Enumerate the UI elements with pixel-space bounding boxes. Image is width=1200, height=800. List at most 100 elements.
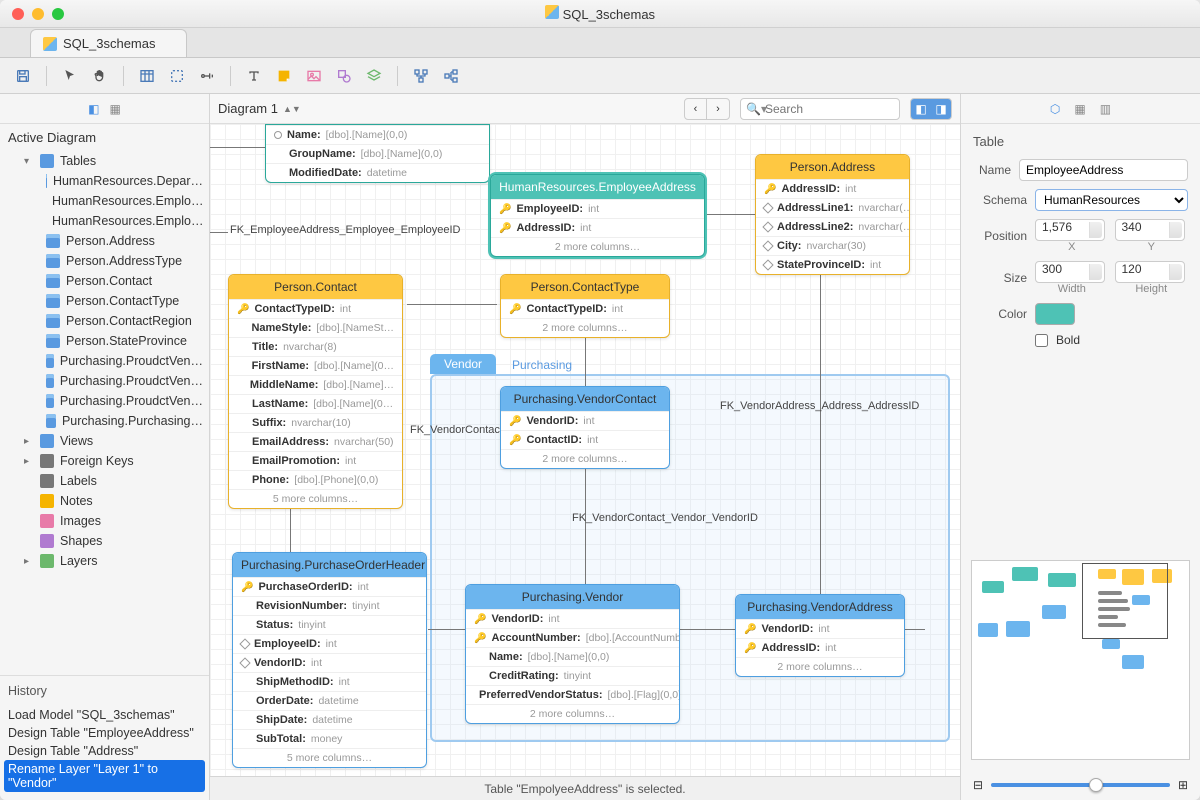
diagram-canvas[interactable]: VendorPurchasingFK_EmployeeAddress_Emplo…: [210, 124, 960, 776]
tree-item-table[interactable]: HumanResources.Depar…: [0, 171, 209, 191]
relation-icon[interactable]: [194, 63, 220, 89]
minimap-viewport[interactable]: [1082, 563, 1168, 639]
entity-column[interactable]: VendorID: int: [233, 653, 426, 672]
tree-item-foreign-keys[interactable]: ▸Foreign Keys: [0, 451, 209, 471]
entity-column[interactable]: CreditRating: tinyint: [466, 666, 679, 685]
save-icon[interactable]: [10, 63, 36, 89]
entity-column[interactable]: 🔑AddressID: int: [756, 179, 909, 198]
tree-item-layers[interactable]: ▸Layers: [0, 551, 209, 571]
region-icon[interactable]: [164, 63, 190, 89]
right-panel-toggle[interactable]: ◨: [931, 99, 951, 119]
shape-icon[interactable]: [331, 63, 357, 89]
entity-more[interactable]: 2 more columns…: [466, 704, 679, 723]
entity-column[interactable]: 🔑ContactTypeID: int: [501, 299, 669, 318]
entity-addr[interactable]: Person.Address🔑AddressID: intAddressLine…: [755, 154, 910, 275]
entity-column[interactable]: GroupName: [dbo].[Name](0,0): [266, 144, 489, 163]
entity-column[interactable]: OrderDate: datetime: [233, 691, 426, 710]
entity-poheader[interactable]: Purchasing.PurchaseOrderHeader🔑PurchaseO…: [232, 552, 427, 768]
note-icon[interactable]: [271, 63, 297, 89]
tree-item-table[interactable]: Purchasing.Purchasing…: [0, 411, 209, 431]
entity-column[interactable]: EmployeeID: int: [233, 634, 426, 653]
schema-select[interactable]: HumanResources: [1035, 189, 1188, 211]
tree-item-table[interactable]: Person.Contact: [0, 271, 209, 291]
history-item[interactable]: Load Model "SQL_3schemas": [8, 706, 201, 724]
entity-column[interactable]: MiddleName: [dbo].[Name]…: [229, 375, 402, 394]
entity-column[interactable]: PreferredVendorStatus: [dbo].[Flag](0,0): [466, 685, 679, 704]
entity-column[interactable]: Suffix: nvarchar(10): [229, 413, 402, 432]
tree-item-shapes[interactable]: Shapes: [0, 531, 209, 551]
size-w-input[interactable]: 300: [1035, 261, 1105, 283]
zoom-slider[interactable]: [991, 783, 1170, 787]
history-item[interactable]: Design Table "EmployeeAddress": [8, 724, 201, 742]
entity-column[interactable]: City: nvarchar(30): [756, 236, 909, 255]
entity-column[interactable]: 🔑AccountNumber: [dbo].[AccountNumber]…: [466, 628, 679, 647]
inspector-tab-layout-icon[interactable]: ▥: [1100, 102, 1111, 116]
tree-item-table[interactable]: Person.ContactType: [0, 291, 209, 311]
tree-item-table[interactable]: Purchasing.ProudctVen…: [0, 371, 209, 391]
entity-column[interactable]: 🔑VendorID: int: [466, 609, 679, 628]
entity-column[interactable]: 🔑AddressID: int: [491, 218, 704, 237]
size-h-input[interactable]: 120: [1115, 261, 1185, 283]
diagram-selector[interactable]: Diagram 1 ▲▼: [218, 101, 301, 116]
pointer-icon[interactable]: [57, 63, 83, 89]
entity-more[interactable]: 2 more columns…: [501, 318, 669, 337]
inspector-tab-style-icon[interactable]: ▦: [1074, 102, 1085, 116]
entity-column[interactable]: EmailAddress: nvarchar(50): [229, 432, 402, 451]
entity-vcontact[interactable]: Purchasing.VendorContact🔑VendorID: int🔑C…: [500, 386, 670, 469]
tree-item-table[interactable]: Person.StateProvince: [0, 331, 209, 351]
inspector-tab-object-icon[interactable]: ⬡: [1050, 102, 1060, 116]
sidebar-tab-model-icon[interactable]: ▦: [110, 102, 121, 116]
tree-item-views[interactable]: ▸Views: [0, 431, 209, 451]
entity-vaddr[interactable]: Purchasing.VendorAddress🔑VendorID: int🔑A…: [735, 594, 905, 677]
entity-column[interactable]: 🔑AddressID: int: [736, 638, 904, 657]
tree-item-notes[interactable]: Notes: [0, 491, 209, 511]
tree-item-labels[interactable]: Labels: [0, 471, 209, 491]
zoom-out-icon[interactable]: ⊟: [973, 778, 983, 792]
entity-column[interactable]: 🔑EmployeeID: int: [491, 199, 704, 218]
sidebar-tab-diagram-icon[interactable]: ◧: [88, 102, 99, 116]
entity-empaddr[interactable]: HumanResources.EmployeeAddress🔑EmployeeI…: [490, 174, 705, 257]
entity-more[interactable]: 2 more columns…: [491, 237, 704, 256]
autolayout-icon[interactable]: [408, 63, 434, 89]
nav-back-icon[interactable]: ‹: [685, 99, 707, 119]
entity-column[interactable]: 🔑VendorID: int: [501, 411, 669, 430]
entity-column[interactable]: 🔑PurchaseOrderID: int: [233, 577, 426, 596]
entity-ctype[interactable]: Person.ContactType🔑ContactTypeID: int2 m…: [500, 274, 670, 338]
tree-item-table[interactable]: Person.Address: [0, 231, 209, 251]
tree-item-images[interactable]: Images: [0, 511, 209, 531]
entity-contact[interactable]: Person.Contact🔑ContactTypeID: intNameSty…: [228, 274, 403, 509]
entity-column[interactable]: 🔑ContactID: int: [501, 430, 669, 449]
entity-column[interactable]: RevisionNumber: tinyint: [233, 596, 426, 615]
entity-topcut[interactable]: Name: [dbo].[Name](0,0)GroupName: [dbo].…: [265, 124, 490, 183]
entity-more[interactable]: 2 more columns…: [501, 449, 669, 468]
tree-item-table[interactable]: Purchasing.ProudctVen…: [0, 391, 209, 411]
text-icon[interactable]: [241, 63, 267, 89]
nav-fwd-icon[interactable]: ›: [707, 99, 729, 119]
entity-column[interactable]: Title: nvarchar(8): [229, 337, 402, 356]
entity-column[interactable]: 🔑ContactTypeID: int: [229, 299, 402, 318]
minimap[interactable]: [971, 560, 1190, 760]
entity-column[interactable]: StateProvinceID: int: [756, 255, 909, 274]
entity-column[interactable]: 🔑VendorID: int: [736, 619, 904, 638]
pos-x-input[interactable]: 1,576: [1035, 219, 1105, 241]
entity-column[interactable]: AddressLine1: nvarchar(…: [756, 198, 909, 217]
entity-more[interactable]: 5 more columns…: [229, 489, 402, 508]
entity-column[interactable]: Phone: [dbo].[Phone](0,0): [229, 470, 402, 489]
pos-y-input[interactable]: 340: [1115, 219, 1185, 241]
entity-column[interactable]: ModifiedDate: datetime: [266, 163, 489, 182]
entity-more[interactable]: 5 more columns…: [233, 748, 426, 767]
history-item[interactable]: Rename Layer "Layer 1" to "Vendor": [4, 760, 205, 792]
zoom-in-icon[interactable]: ⊞: [1178, 778, 1188, 792]
tree-item-table[interactable]: HumanResources.Emplo…: [0, 211, 209, 231]
entity-column[interactable]: SubTotal: money: [233, 729, 426, 748]
document-tab[interactable]: SQL_3schemas: [30, 29, 187, 57]
tree-item-tables[interactable]: ▾Tables: [0, 151, 209, 171]
entity-column[interactable]: Name: [dbo].[Name](0,0): [466, 647, 679, 666]
entity-column[interactable]: FirstName: [dbo].[Name](0…: [229, 356, 402, 375]
tree-item-table[interactable]: Person.AddressType: [0, 251, 209, 271]
entity-column[interactable]: Status: tinyint: [233, 615, 426, 634]
image-icon[interactable]: [301, 63, 327, 89]
entity-column[interactable]: Name: [dbo].[Name](0,0): [266, 125, 489, 144]
layer-icon[interactable]: [361, 63, 387, 89]
tree-item-table[interactable]: Purchasing.ProudctVen…: [0, 351, 209, 371]
